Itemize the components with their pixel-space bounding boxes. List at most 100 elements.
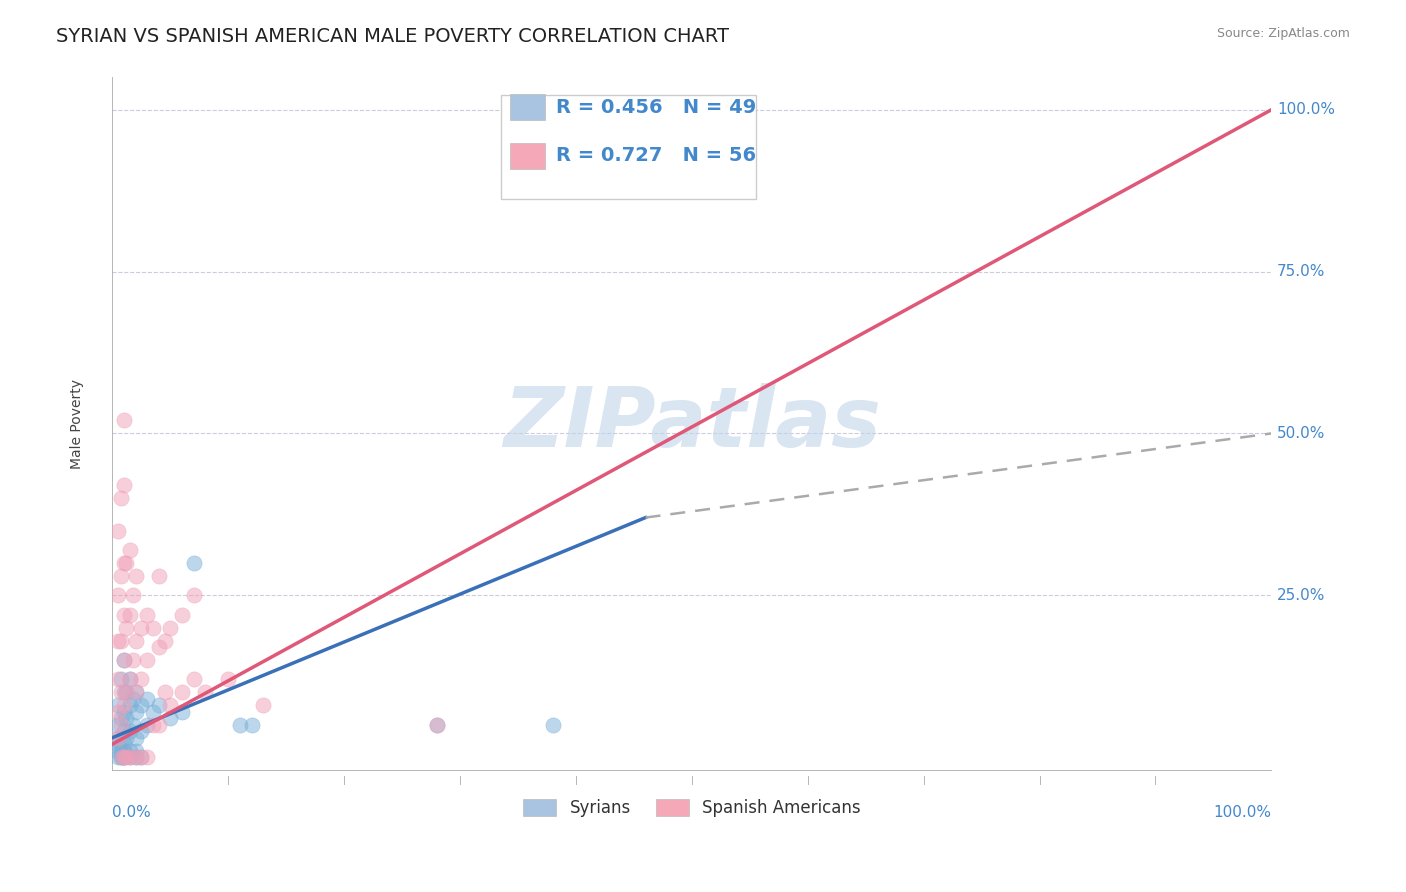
Point — [112, 698, 135, 713]
Point — [110, 673, 132, 687]
Point — [122, 691, 145, 706]
Text: 25.0%: 25.0% — [1277, 588, 1326, 603]
Point — [124, 569, 146, 583]
Point — [118, 750, 141, 764]
Point — [124, 750, 146, 764]
Point — [118, 673, 141, 687]
Point — [107, 524, 129, 538]
Point — [124, 685, 146, 699]
Point — [118, 698, 141, 713]
Text: R = 0.456   N = 49: R = 0.456 N = 49 — [557, 98, 756, 117]
Point — [115, 711, 138, 725]
Point — [136, 717, 159, 731]
Point — [148, 569, 170, 583]
Point — [112, 653, 135, 667]
Point — [110, 743, 132, 757]
Point — [110, 569, 132, 583]
Point — [118, 673, 141, 687]
Point — [115, 621, 138, 635]
Point — [107, 588, 129, 602]
Point — [118, 750, 141, 764]
Point — [110, 491, 132, 505]
Point — [124, 731, 146, 745]
FancyBboxPatch shape — [501, 95, 755, 199]
Point — [115, 556, 138, 570]
Point — [107, 743, 129, 757]
Point — [148, 640, 170, 654]
Point — [148, 717, 170, 731]
Point — [115, 750, 138, 764]
Point — [183, 673, 205, 687]
Text: R = 0.727   N = 56: R = 0.727 N = 56 — [557, 146, 756, 165]
Point — [142, 717, 165, 731]
Point — [110, 717, 132, 731]
Point — [107, 731, 129, 745]
Point — [170, 705, 193, 719]
Text: 100.0%: 100.0% — [1277, 103, 1336, 118]
Point — [112, 607, 135, 622]
Point — [142, 705, 165, 719]
Point — [122, 717, 145, 731]
Point — [183, 588, 205, 602]
Point — [252, 698, 274, 713]
Point — [131, 724, 153, 739]
Point — [142, 621, 165, 635]
Point — [110, 750, 132, 764]
Point — [426, 717, 449, 731]
Point — [115, 685, 138, 699]
Point — [107, 717, 129, 731]
FancyBboxPatch shape — [510, 143, 544, 169]
Point — [112, 750, 135, 764]
Text: SYRIAN VS SPANISH AMERICAN MALE POVERTY CORRELATION CHART: SYRIAN VS SPANISH AMERICAN MALE POVERTY … — [56, 27, 730, 45]
Point — [148, 698, 170, 713]
Point — [118, 724, 141, 739]
Text: 75.0%: 75.0% — [1277, 264, 1326, 279]
Point — [112, 653, 135, 667]
Point — [112, 685, 135, 699]
Point — [118, 543, 141, 558]
Point — [122, 653, 145, 667]
Legend: Syrians, Spanish Americans: Syrians, Spanish Americans — [516, 792, 868, 824]
Point — [124, 633, 146, 648]
Point — [153, 633, 176, 648]
Point — [131, 621, 153, 635]
Point — [183, 556, 205, 570]
Point — [110, 711, 132, 725]
Point — [112, 478, 135, 492]
Point — [110, 737, 132, 751]
Point — [112, 750, 135, 764]
Point — [131, 750, 153, 764]
Point — [194, 685, 217, 699]
Point — [115, 731, 138, 745]
Point — [112, 556, 135, 570]
Point — [107, 737, 129, 751]
Point — [159, 711, 181, 725]
FancyBboxPatch shape — [510, 94, 544, 120]
Point — [112, 724, 135, 739]
Point — [131, 750, 153, 764]
Text: ZIPatlas: ZIPatlas — [503, 384, 880, 464]
Text: Male Poverty: Male Poverty — [69, 379, 83, 468]
Point — [111, 750, 134, 764]
Point — [136, 691, 159, 706]
Point — [124, 750, 146, 764]
Point — [110, 685, 132, 699]
Point — [107, 698, 129, 713]
Point — [136, 653, 159, 667]
Point — [131, 673, 153, 687]
Point — [107, 750, 129, 764]
Point — [217, 673, 239, 687]
Point — [112, 737, 135, 751]
Point — [110, 633, 132, 648]
Point — [118, 743, 141, 757]
Point — [159, 698, 181, 713]
Text: 100.0%: 100.0% — [1213, 805, 1271, 820]
Point — [122, 588, 145, 602]
Point — [541, 717, 564, 731]
Point — [111, 750, 134, 764]
Point — [124, 743, 146, 757]
Point — [107, 633, 129, 648]
Point — [136, 750, 159, 764]
Point — [153, 685, 176, 699]
Point — [107, 705, 129, 719]
